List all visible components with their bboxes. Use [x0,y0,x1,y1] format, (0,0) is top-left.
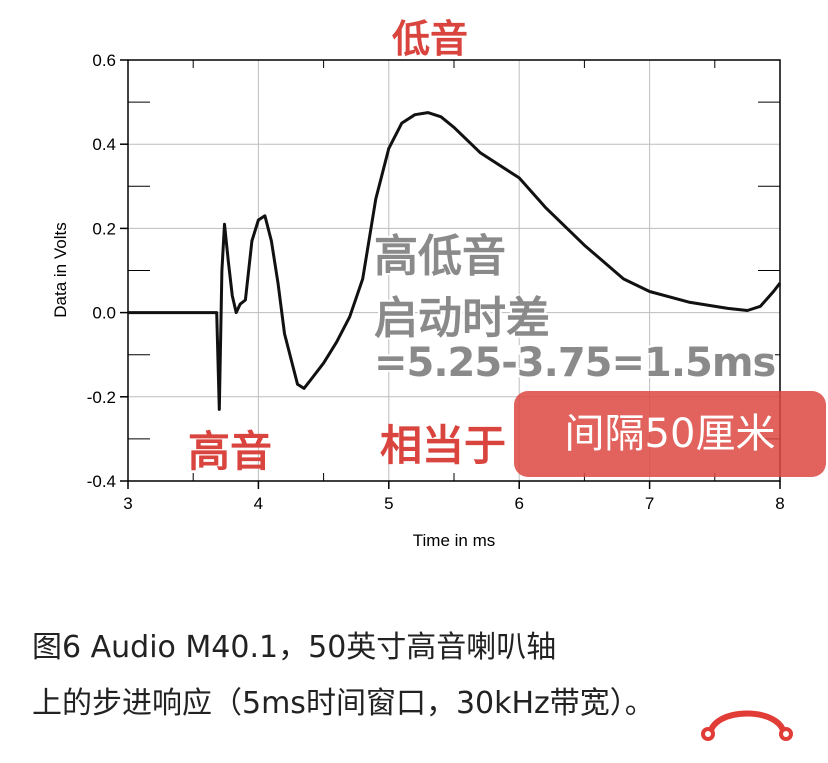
y-tick-label: 0.0 [92,304,116,323]
x-tick-label: 5 [384,494,393,513]
diff-subtitle: 启动时差 [374,293,550,344]
caption-line-2: 上的步进响应（5ms时间窗口，30kHz带宽）。 [32,686,655,721]
y-axis-label: Data in Volts [51,222,70,317]
x-tick-label: 4 [254,494,263,513]
x-axis-label: Time in ms [413,531,496,550]
diff-title: 高低音 [374,231,506,282]
x-tick-label: 7 [645,494,654,513]
step-response-line [128,111,782,411]
step-response-chart: 3 4 5 6 7 8 -0.4 -0.2 0.0 0.2 0.4 0.6 Time in ms D… [51,51,785,550]
caption-line-1: 图6 Audio M40.1，50英寸高音喇叭轴 [32,630,557,665]
y-tick-label: 0.2 [92,219,116,238]
y-tick-label: 0.4 [92,135,116,154]
x-tick-labels: 3 4 5 6 7 8 [123,494,784,513]
x-tick-label: 6 [514,494,523,513]
y-tick-label: 0.6 [92,51,116,70]
headphones-logo-icon [701,710,793,741]
equivalent-label: 相当于 [380,421,507,470]
diff-formula: =5.25-3.75=1.5ms [374,340,776,386]
tweeter-label: 高音 [188,427,273,476]
axis-ticks [120,59,781,489]
y-tick-labels: -0.4 -0.2 0.0 0.2 0.4 0.6 [87,51,116,491]
woofer-label: 低音 [392,17,469,61]
y-tick-label: -0.2 [87,388,116,407]
y-tick-label: -0.4 [87,472,116,491]
distance-pill: 间隔50厘米 [514,391,826,477]
x-tick-label: 3 [123,494,132,513]
x-tick-label: 8 [775,494,784,513]
